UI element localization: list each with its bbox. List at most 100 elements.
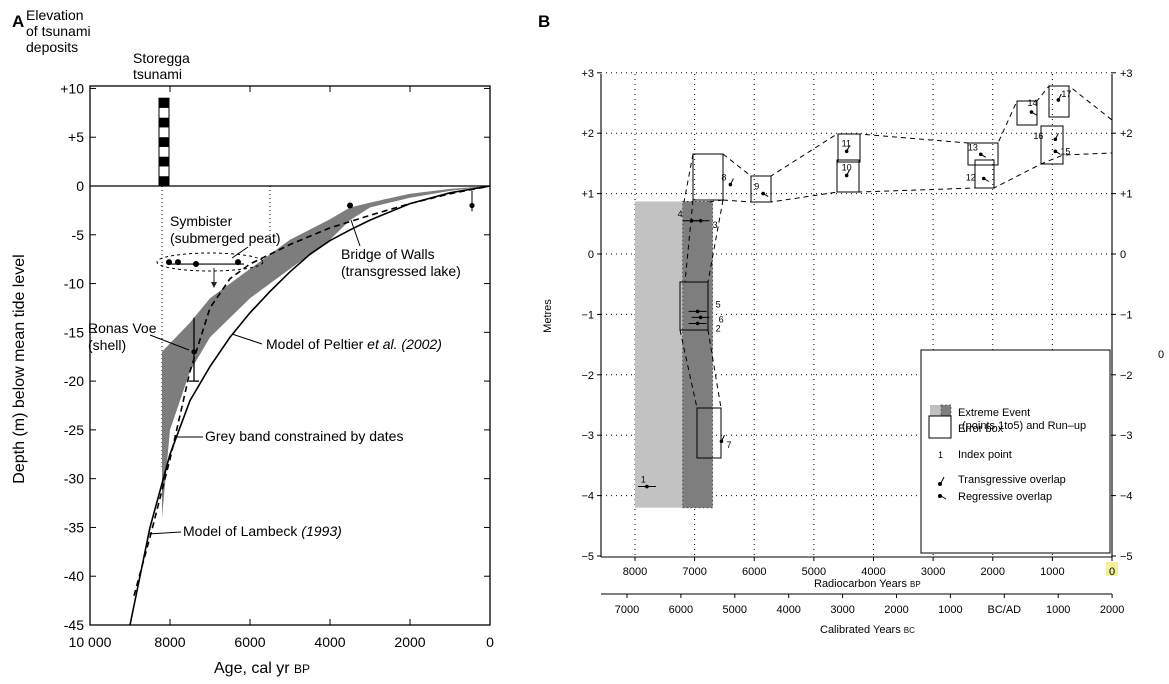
error-box [692, 153, 724, 201]
a-ytick-label: 0 [76, 178, 84, 194]
panel-a-ticks: 10 000 8000 6000 4000 2000 0 +10 +5 0 -5 -10 -15 -20… [60, 80, 494, 650]
legend-index-symbol: 1 [938, 450, 943, 460]
error-box-connector [722, 85, 1113, 177]
legend-regressive-text: Regressive overlap [958, 491, 1052, 503]
b-ytick-label-right: −3 [1120, 430, 1133, 442]
b-ytick-label-right: +1 [1120, 189, 1133, 201]
tsunami-segment [159, 137, 169, 147]
a-ytick-label: -35 [64, 519, 84, 535]
index-point-dot [728, 182, 733, 187]
legend-regressive-dot [938, 494, 942, 498]
index-point-label: 16 [1033, 131, 1043, 141]
a-ytick-label: -30 [64, 471, 84, 487]
b-cal-label: BC/AD [987, 604, 1021, 616]
index-point-label: 14 [1028, 98, 1038, 108]
tsunami-segment [159, 176, 169, 186]
index-point-dot [1053, 149, 1058, 154]
error-box-connector [722, 152, 1113, 203]
ronas-leader [149, 334, 190, 351]
error-box [836, 159, 860, 193]
b-ytick-label-right: −2 [1120, 370, 1133, 382]
legend-error-box-icon [928, 415, 952, 439]
band-label: Grey band constrained by dates [205, 428, 403, 444]
a-ytick-label: -25 [64, 422, 84, 438]
index-point-dot [844, 149, 849, 154]
tsunami-bar [158, 97, 170, 187]
ronas-point [191, 349, 197, 355]
extreme-event-dark [682, 201, 713, 509]
panel-b-grid [601, 72, 1112, 557]
symbister-point [193, 261, 199, 268]
tsunami-segment [159, 98, 169, 108]
panel-a: A Elevation of tsunami deposits Storegga… [11, 7, 494, 677]
index-point-dot [844, 173, 849, 178]
b-ytick-label: −3 [581, 430, 594, 442]
symbister-point [235, 259, 241, 266]
tsunami-segment [159, 117, 169, 128]
a-xtick-label: 8000 [154, 634, 185, 650]
b-cal-label: 2000 [884, 604, 908, 616]
index-point-dot [1029, 110, 1034, 114]
lambeck-leader [147, 531, 182, 535]
legend-transgressive-text: Transgressive overlap [958, 474, 1066, 486]
panel-a-points [166, 190, 475, 382]
panel-a-ylabel: Depth (m) below mean tide level [11, 254, 28, 483]
b-xtick-label: 3000 [921, 566, 945, 578]
error-box [679, 281, 709, 331]
symbister-label: Symbister (submerged peat) [170, 213, 281, 246]
a-ytick-label: -15 [64, 324, 84, 340]
b-ytick-label-right: −1 [1120, 309, 1133, 321]
legend-transgressive-line [940, 476, 945, 484]
b-cal-label: 7000 [615, 604, 639, 616]
b-ytick-label: −1 [581, 309, 594, 321]
a-ytick-label: -10 [64, 276, 84, 292]
index-point-dot [719, 439, 724, 444]
b-cal-label: 1000 [1046, 604, 1070, 616]
index-point-dot [761, 191, 765, 196]
tsunami-segment [159, 156, 169, 167]
a-xtick-label: 6000 [234, 634, 265, 650]
legend-error-text: Error box [958, 423, 1004, 435]
index-point-dot [645, 484, 649, 489]
index-point-label: 5 [716, 299, 721, 309]
zero-highlight [1106, 562, 1118, 576]
symbister-leader [231, 246, 249, 259]
b-xtick-label: 6000 [742, 566, 766, 578]
panel-b-letter: B [538, 12, 550, 31]
radiocarbon-label: Radiocarbon Years BP [814, 578, 921, 590]
b-ytick-label-right: +3 [1120, 68, 1133, 80]
peltier-label: Model of Peltier et al. (2002) [266, 336, 442, 352]
index-point-label: 7 [726, 440, 731, 450]
index-point-label: 1 [641, 475, 646, 485]
tsunami-label: Storegga tsunami [133, 50, 194, 82]
tsunami-segment [159, 107, 169, 118]
extreme-event-light [635, 201, 683, 508]
b-xtick-label: 7000 [682, 566, 706, 578]
b-ytick-label-right: −5 [1120, 551, 1133, 563]
index-point-label: 17 [1061, 89, 1071, 99]
a-ytick-label: -5 [72, 227, 85, 243]
index-point-label: 2 [716, 323, 721, 333]
b-cal-label: 4000 [776, 604, 800, 616]
symbister-point [175, 259, 181, 266]
a-ytick-label: -20 [64, 373, 84, 389]
b-cal-label: 6000 [669, 604, 693, 616]
a-ytick-label: -40 [64, 568, 84, 584]
a-ytick-label: +10 [60, 80, 84, 96]
stray-zero-label: 0 [1158, 349, 1164, 361]
panel-a-xlabel: Age, cal yr BP [214, 660, 310, 677]
index-point-label: 8 [721, 173, 726, 183]
b-ytick-label: −4 [581, 491, 594, 503]
index-point-dot [698, 315, 703, 320]
error-box-connector [679, 329, 722, 409]
b-ytick-label-right: −4 [1120, 491, 1133, 503]
b-ytick-label: −5 [581, 551, 594, 563]
a-ytick-label: -45 [64, 617, 84, 633]
a-xtick-label: 10 000 [69, 634, 112, 650]
index-point-label: 13 [968, 142, 978, 152]
error-box-connector [683, 153, 724, 203]
b-xtick-label: 2000 [981, 566, 1005, 578]
